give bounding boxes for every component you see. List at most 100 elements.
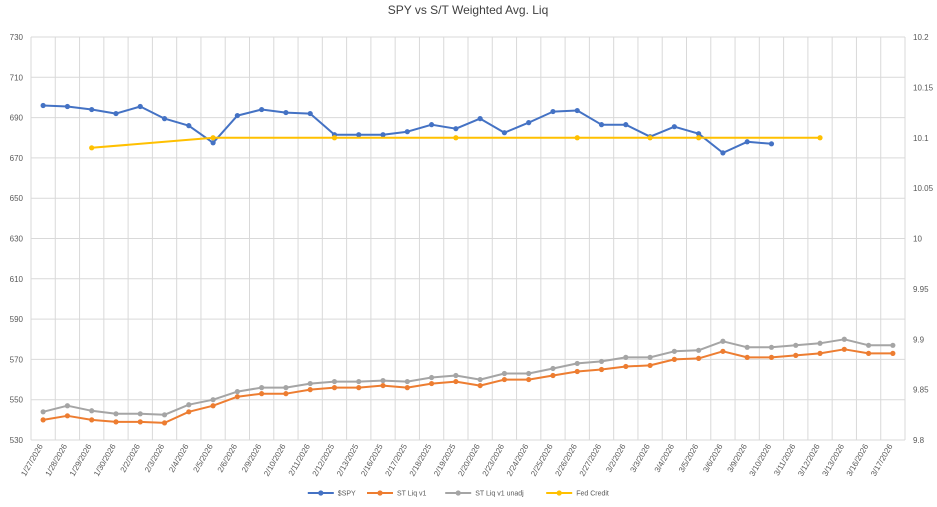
- left-tick-label: 550: [10, 396, 24, 405]
- data-point: [841, 336, 847, 342]
- legend-item: $SPY: [307, 490, 356, 498]
- data-point: [234, 394, 240, 400]
- x-tick-label: 1/29/2026: [68, 442, 94, 478]
- data-point: [841, 346, 847, 352]
- x-tick-label: 3/4/2026: [653, 442, 677, 474]
- left-tick-label: 730: [10, 33, 24, 42]
- data-point: [234, 112, 240, 119]
- left-tick-label: 610: [10, 275, 24, 284]
- right-tick-label: 9.9: [913, 335, 925, 344]
- x-tick-label: 2/18/2025: [408, 442, 434, 478]
- data-point: [744, 344, 750, 350]
- data-point: [574, 360, 580, 367]
- x-tick-label: 2/19/2025: [432, 442, 458, 478]
- x-tick-label: 2/10/2026: [262, 442, 288, 478]
- data-point: [428, 374, 435, 381]
- data-point: [647, 362, 653, 369]
- left-tick-label: 570: [10, 355, 24, 364]
- data-point: [453, 126, 459, 132]
- data-point: [477, 116, 483, 122]
- data-point: [89, 145, 95, 151]
- data-point: [331, 378, 338, 385]
- right-tick-label: 10: [913, 235, 922, 244]
- x-tick-label: 2/16/2025: [359, 442, 385, 478]
- data-point: [331, 385, 338, 391]
- data-point: [453, 372, 459, 379]
- data-point: [137, 103, 143, 110]
- legend-marker: [377, 490, 383, 496]
- data-point: [186, 402, 192, 408]
- x-tick-label: 3/12/2026: [796, 442, 822, 478]
- data-point: [113, 419, 119, 425]
- chart-title: SPY vs S/T Weighted Avg. Liq: [388, 3, 549, 17]
- left-tick-label: 690: [10, 114, 24, 123]
- left-axis: 530 550 570 590 610 630 650 670 690 710 730: [10, 33, 24, 445]
- data-point: [89, 408, 95, 414]
- right-axis: 9.8 9.85 9.9 9.95 10 10.05 10.1 10.15 10.2: [913, 33, 934, 445]
- data-point: [696, 347, 702, 353]
- right-tick-label: 9.85: [913, 386, 929, 395]
- data-point: [574, 135, 580, 141]
- data-point: [865, 342, 872, 348]
- data-point: [40, 409, 46, 415]
- data-point: [259, 385, 265, 391]
- x-tick-label: 3/11/2026: [772, 442, 798, 477]
- x-tick-label: 3/17/2026: [869, 442, 895, 478]
- x-tick-label: 3/2/2026: [604, 442, 628, 474]
- data-point: [477, 376, 483, 383]
- data-point: [720, 150, 726, 156]
- series-fed-credit: [89, 135, 823, 151]
- data-point: [526, 376, 532, 383]
- data-point: [356, 132, 362, 138]
- data-point: [550, 365, 556, 372]
- x-tick-label: 2/26/2026: [553, 442, 579, 478]
- data-point: [647, 135, 653, 141]
- x-tick-label: 3/3/2026: [628, 442, 652, 474]
- data-point: [161, 412, 168, 418]
- x-tick-label: 2/20/2026: [456, 442, 482, 478]
- data-point: [89, 417, 95, 423]
- data-point: [623, 354, 629, 360]
- data-point: [161, 116, 168, 122]
- left-tick-label: 530: [10, 436, 24, 445]
- data-point: [356, 378, 362, 385]
- series-st-liq-v1-unadj: [40, 336, 896, 418]
- data-point: [768, 141, 775, 147]
- x-tick-label: 2/17/2025: [383, 442, 409, 478]
- data-point: [574, 107, 580, 114]
- data-point: [428, 122, 435, 128]
- data-point: [720, 338, 726, 344]
- left-tick-label: 650: [10, 194, 24, 203]
- data-point: [356, 385, 362, 391]
- data-point: [380, 382, 386, 389]
- data-point: [307, 110, 313, 117]
- x-tick-label: 1/27/2026: [19, 442, 45, 478]
- data-point: [768, 344, 775, 350]
- data-point: [550, 108, 556, 115]
- data-point: [453, 378, 459, 385]
- data-point: [623, 363, 629, 370]
- x-tick-label: 1/28/2026: [44, 442, 70, 478]
- legend: $SPY ST Liq v1 ST Liq v1 unadj Fed Credit: [307, 490, 609, 498]
- x-tick-label: 2/3/2026: [143, 442, 167, 474]
- data-point: [671, 348, 677, 354]
- data-point: [671, 356, 677, 362]
- data-point: [307, 387, 313, 393]
- series-line: [42, 338, 893, 416]
- data-point: [865, 350, 872, 356]
- data-point: [501, 370, 508, 377]
- data-point: [793, 352, 799, 358]
- grid: [30, 36, 906, 441]
- legend-item: ST Liq v1: [367, 490, 427, 498]
- data-point: [696, 131, 702, 137]
- data-point: [477, 382, 483, 389]
- legend-item: Fed Credit: [546, 490, 609, 498]
- left-tick-label: 670: [10, 154, 24, 163]
- left-tick-label: 710: [10, 73, 24, 82]
- data-point: [404, 129, 410, 135]
- data-point: [186, 123, 192, 129]
- data-point: [64, 103, 71, 110]
- data-point: [453, 135, 459, 141]
- right-tick-label: 10.1: [913, 134, 929, 143]
